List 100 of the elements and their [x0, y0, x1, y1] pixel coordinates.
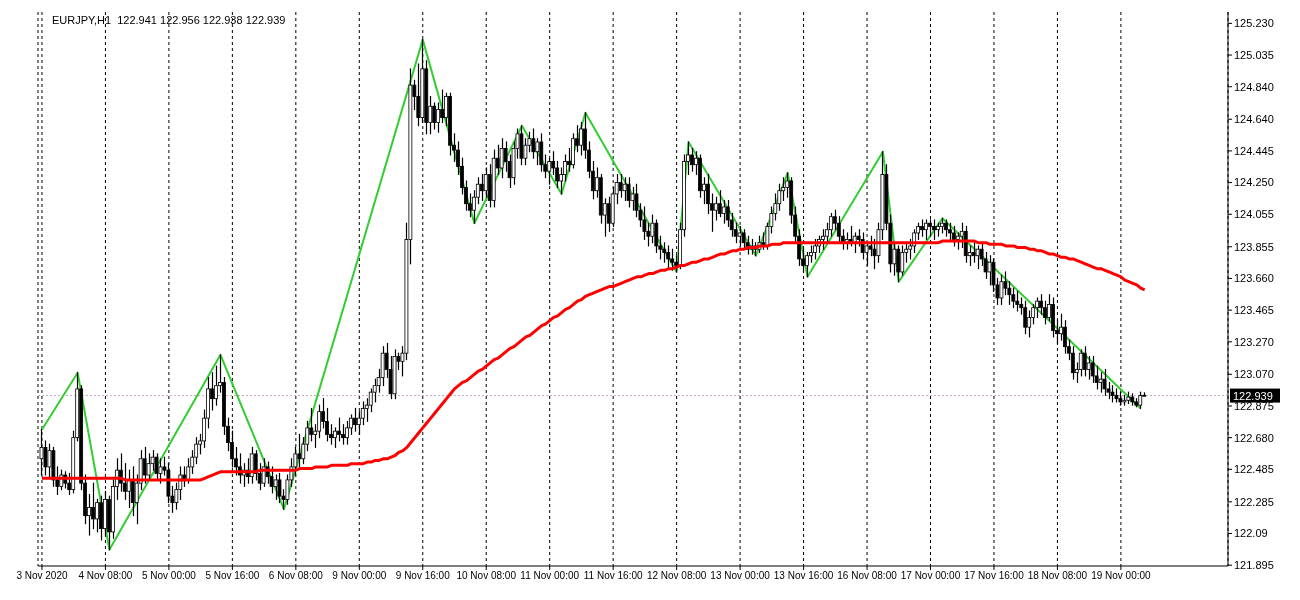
candlestick: [828, 212, 833, 238]
y-tick-label: 123.465: [1234, 304, 1274, 317]
candlestick: [154, 452, 159, 481]
x-tick-label: 17 Nov 16:00: [964, 570, 1025, 582]
y-tick-label: 122.485: [1234, 463, 1274, 476]
x-tick-label: 9 Nov 00:00: [332, 570, 387, 582]
chart-title: EURJPY,H1 122.941 122.956 122.938 122.939: [52, 14, 286, 26]
y-tick-label: 122.09: [1234, 527, 1268, 540]
candlestick: [186, 457, 191, 485]
candlestick: [999, 274, 1004, 306]
y-tick-label: 125.035: [1234, 48, 1274, 61]
x-tick-label: 13 Nov 16:00: [773, 570, 834, 582]
candlestick: [253, 449, 258, 481]
candlestick: [440, 88, 445, 124]
candlestick: [146, 452, 151, 481]
candlestick: [1086, 355, 1091, 381]
candlestick: [650, 213, 655, 244]
candlestick: [626, 176, 631, 209]
y-tick-label: 121.895: [1234, 559, 1274, 572]
candlestick: [1015, 290, 1020, 313]
x-tick-label: 12 Nov 08:00: [646, 570, 707, 582]
y-tick-label: 124.250: [1234, 176, 1274, 189]
candlestick: [622, 176, 627, 202]
candlestick: [352, 407, 357, 433]
candlestick: [713, 196, 718, 222]
x-tick-label: 18 Nov 08:00: [1027, 570, 1088, 582]
y-tick-label: 123.270: [1234, 335, 1274, 348]
candlestick: [717, 189, 722, 218]
y-tick-label: 123.855: [1234, 240, 1274, 253]
candlestick: [1027, 309, 1032, 339]
y-tick-label: 124.640: [1234, 113, 1274, 126]
candlestick: [1102, 368, 1107, 397]
x-tick-label: 19 Nov 00:00: [1091, 570, 1152, 582]
x-tick-label: 10 Nov 08:00: [456, 570, 517, 582]
candlestick: [479, 173, 484, 202]
x-tick-label: 4 Nov 08:00: [78, 570, 133, 582]
candlestick: [337, 417, 341, 442]
candlestick: [900, 244, 905, 277]
candlestick: [725, 199, 730, 228]
candlestick: [1082, 345, 1087, 378]
line-series: [40, 38, 1142, 551]
y-tick-label: 124.055: [1234, 208, 1274, 221]
y-tick-label: 123.660: [1234, 272, 1274, 285]
candlestick: [436, 101, 441, 134]
y-tick-label: 124.445: [1234, 144, 1274, 157]
y-tick-label: 122.285: [1234, 495, 1274, 508]
candlestick: [142, 446, 147, 485]
candlestick: [975, 244, 980, 270]
candlestick: [273, 473, 278, 501]
y-tick-label: 124.840: [1234, 80, 1274, 93]
y-tick-label: 122.680: [1234, 431, 1274, 444]
candlestick: [1039, 293, 1043, 316]
candlestick: [721, 199, 726, 225]
x-tick-label: 5 Nov 00:00: [141, 570, 197, 582]
candlestick: [539, 132, 544, 173]
x-tick-label: 6 Nov 08:00: [268, 570, 324, 582]
candlestick: [432, 101, 437, 131]
candlestick: [618, 173, 623, 199]
x-tick-label: 13 Nov 00:00: [710, 570, 771, 582]
candlestick: [269, 465, 274, 494]
x-tick-label: 11 Nov 00:00: [520, 570, 580, 582]
candlestick: [813, 238, 817, 261]
candlestick: [654, 218, 659, 254]
x-tick-label: 5 Nov 16:00: [205, 570, 260, 582]
candlestick: [535, 137, 540, 166]
x-tick-label: 17 Nov 00:00: [900, 570, 961, 582]
candlestick: [1023, 300, 1028, 335]
y-tick-label: 125.230: [1234, 17, 1274, 30]
candlestick: [987, 254, 992, 287]
candlestick: [130, 465, 135, 517]
candlestick: [924, 218, 928, 241]
candlestick: [309, 407, 314, 442]
candlestick: [705, 173, 710, 215]
x-tick-label: 3 Nov 2020: [16, 570, 68, 582]
candlestick: [47, 443, 52, 478]
y-tick-label: 122.875: [1234, 399, 1274, 412]
candlestick: [249, 446, 254, 485]
x-tick-label: 9 Nov 16:00: [395, 570, 451, 582]
candlestick: [345, 420, 349, 446]
candlestick: [821, 228, 825, 251]
candlestick: [483, 166, 488, 199]
candlestick: [606, 196, 611, 233]
candlestick: [896, 244, 901, 283]
candlestick: [1090, 355, 1095, 384]
candlestick: [805, 251, 809, 278]
x-tick-label: 16 Nov 08:00: [837, 570, 898, 582]
candlestick: [333, 426, 337, 449]
candlestick: [158, 457, 163, 485]
candlestick: [1098, 371, 1103, 394]
candlestick: [579, 121, 583, 157]
candlestick: [630, 186, 635, 212]
candlestick: [214, 365, 218, 407]
y-tick-label: 123.070: [1234, 368, 1274, 381]
ref-line-label: 122.939: [1233, 389, 1273, 402]
candlestick: [670, 248, 675, 272]
candlestick: [932, 218, 936, 241]
candlestick: [499, 137, 504, 179]
x-tick-label: 11 Nov 16:00: [583, 570, 643, 582]
candlestick: [416, 62, 421, 127]
candlestick: [297, 433, 302, 468]
